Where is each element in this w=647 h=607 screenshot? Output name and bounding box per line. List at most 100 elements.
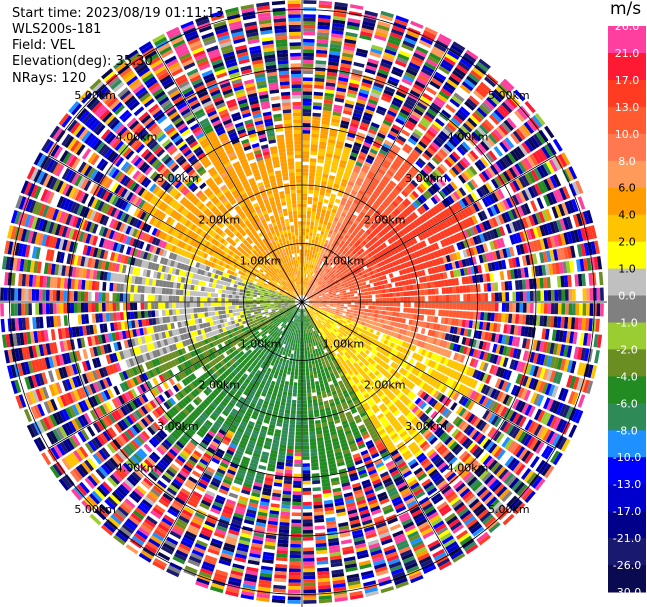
velocity-gate	[293, 473, 302, 478]
velocity-gate	[402, 286, 407, 291]
velocity-gate	[295, 438, 302, 443]
velocity-gate	[291, 339, 294, 344]
velocity-gate	[501, 302, 506, 312]
velocity-gate	[303, 17, 316, 22]
velocity-gate	[366, 174, 374, 181]
velocity-gate	[466, 75, 478, 86]
velocity-gate	[306, 293, 309, 297]
velocity-gate	[326, 146, 335, 151]
velocity-gate	[424, 309, 429, 315]
velocity-gate	[430, 123, 441, 133]
velocity-gate	[350, 239, 356, 245]
velocity-gate	[303, 0, 317, 5]
velocity-gate	[302, 487, 312, 492]
velocity-gate	[297, 400, 302, 404]
velocity-gate	[315, 60, 327, 65]
velocity-gate	[354, 296, 359, 299]
velocity-gate	[305, 368, 309, 373]
velocity-gate	[329, 50, 341, 56]
velocity-gate	[413, 128, 423, 137]
velocity-gate	[319, 268, 323, 273]
velocity-gate	[414, 49, 427, 58]
velocity-gate	[427, 55, 440, 65]
velocity-gate	[336, 298, 341, 300]
velocity-gate	[344, 302, 348, 305]
velocity-gate	[494, 292, 499, 302]
velocity-gate	[346, 24, 360, 31]
velocity-gate	[328, 230, 334, 235]
velocity-gate	[379, 298, 383, 302]
velocity-gate	[501, 281, 506, 291]
velocity-gate	[324, 96, 334, 101]
velocity-gate	[316, 165, 323, 171]
velocity-gate	[386, 42, 399, 50]
velocity-gate	[374, 310, 379, 314]
velocity-gate	[350, 4, 364, 10]
velocity-gate	[303, 291, 306, 296]
velocity-gate	[310, 445, 317, 450]
velocity-gate	[415, 46, 429, 55]
velocity-gate	[288, 572, 301, 576]
velocity-gate	[283, 420, 289, 425]
velocity-gate	[417, 302, 422, 308]
velocity-gate	[318, 194, 325, 199]
velocity-gate	[306, 281, 309, 286]
velocity-gate	[303, 526, 313, 531]
velocity-gate	[316, 39, 329, 44]
velocity-gate	[332, 220, 338, 225]
velocity-gate	[360, 85, 371, 92]
velocity-gate	[390, 164, 399, 171]
velocity-gate	[287, 600, 301, 604]
velocity-gate	[307, 278, 310, 282]
velocity-gate	[394, 18, 408, 27]
velocity-gate	[388, 150, 397, 158]
velocity-gate	[341, 116, 351, 123]
velocity-gate	[307, 286, 310, 290]
velocity-gate	[305, 293, 309, 297]
velocity-gate	[388, 288, 393, 293]
velocity-gate	[341, 197, 348, 203]
velocity-gate	[303, 21, 316, 25]
velocity-gate	[302, 175, 309, 180]
velocity-gate	[356, 177, 364, 183]
velocity-gate	[322, 274, 326, 279]
velocity-gate	[298, 329, 301, 334]
velocity-gate	[323, 303, 327, 305]
velocity-gate	[302, 421, 308, 425]
velocity-gate	[428, 126, 439, 135]
velocity-gate	[501, 292, 506, 302]
velocity-gate	[385, 306, 390, 311]
velocity-gate	[345, 31, 358, 38]
velocity-gate	[529, 290, 534, 301]
velocity-gate	[295, 431, 302, 436]
velocity-gate	[420, 68, 433, 77]
velocity-gate	[287, 596, 301, 601]
velocity-gate	[303, 600, 317, 604]
velocity-gate	[312, 236, 316, 241]
velocity-gate	[342, 52, 354, 58]
velocity-gate	[302, 91, 313, 96]
velocity-gate	[350, 296, 355, 300]
velocity-gate	[411, 55, 424, 64]
velocity-gate	[371, 145, 380, 152]
velocity-gate	[302, 491, 312, 495]
velocity-gate	[385, 185, 393, 193]
velocity-gate	[381, 289, 386, 294]
velocity-gate	[449, 98, 461, 108]
velocity-gate	[402, 146, 411, 154]
velocity-gate	[314, 273, 318, 278]
velocity-gate	[393, 297, 397, 302]
velocity-gate	[333, 303, 337, 306]
velocity-gate	[306, 329, 309, 334]
velocity-gate	[302, 449, 310, 453]
velocity-gate	[586, 288, 590, 301]
velocity-gate	[326, 149, 334, 155]
velocity-gate	[369, 125, 379, 132]
velocity-gate	[358, 201, 365, 208]
velocity-gate	[292, 361, 296, 365]
velocity-gate	[344, 38, 357, 45]
velocity-gate	[536, 303, 541, 314]
velocity-gate	[350, 119, 360, 125]
velocity-gate	[312, 200, 318, 205]
velocity-gate	[309, 434, 316, 439]
